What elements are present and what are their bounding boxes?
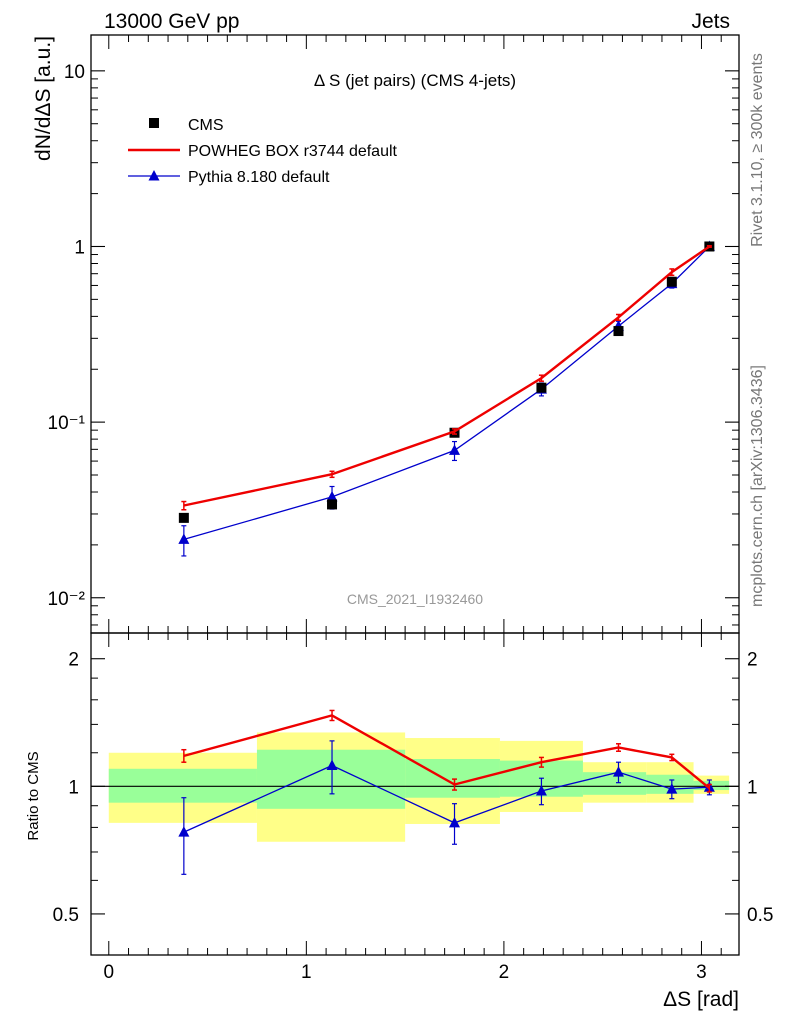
- ratio-pythia-point: [178, 826, 190, 837]
- main-axes: 10⁻² 10⁻¹ 1 10: [48, 35, 739, 633]
- process-label: Jets: [691, 10, 730, 33]
- legend-pythia-marker: [148, 170, 160, 181]
- main-panel: 10⁻² 10⁻¹ 1 10 Δ S (jet pairs) (CMS 4-jets)…: [32, 34, 740, 634]
- ratio-panel: 0 1 2 3 0.5 0.5 1 1 2 2 Ratio to CMS ΔS [rad]: [25, 632, 773, 1011]
- stat-uncertainty-band: [582, 772, 647, 795]
- source-label: mcplots.cern.ch [arXiv:1306.3436]: [749, 365, 766, 607]
- main-y-tick-label: 10⁻²: [48, 589, 86, 610]
- x-tick-label: 3: [696, 962, 707, 983]
- main-y-tick-label: 10: [64, 62, 85, 83]
- cms-data-point: [666, 276, 677, 287]
- x-axis-label: ΔS [rad]: [663, 988, 739, 1011]
- rivet-label: Rivet 3.1.10, ≥ 300k events: [749, 53, 766, 247]
- main-y-tick-label: 1: [74, 237, 85, 258]
- x-tick-label: 2: [499, 962, 510, 983]
- legend-pythia-label: Pythia 8.180 default: [188, 169, 330, 186]
- ratio-powheg-line: [183, 714, 711, 790]
- main-ylabel: dN/dΔS [a.u.]: [32, 36, 55, 161]
- ratio-data-marks: [91, 709, 739, 875]
- energy-label: 13000 GeV pp: [104, 10, 239, 33]
- cms-data-point: [178, 512, 189, 523]
- pythia-line: [183, 246, 710, 541]
- pythia-point: [178, 533, 190, 544]
- x-tick-label: 1: [301, 962, 312, 983]
- powheg-line: [183, 245, 711, 507]
- ratio-y-tick-label-right: 2: [747, 650, 758, 671]
- ratio-pythia-point: [449, 816, 461, 828]
- ratio-pythia-point: [326, 759, 338, 770]
- ratio-y-tick-label-left: 0.5: [53, 905, 79, 926]
- main-data-marks: [178, 240, 715, 557]
- analysis-label: CMS_2021_I1932460: [347, 591, 483, 607]
- legend: CMS POWHEG BOX r3744 default Pythia 8.180 …: [128, 117, 398, 186]
- ratio-panel-frame: [90, 632, 740, 956]
- main-y-tick-label: 10⁻¹: [48, 413, 86, 434]
- stat-uncertainty-band: [256, 749, 406, 809]
- cms-data-point: [327, 499, 338, 510]
- ratio-ylabel: Ratio to CMS: [25, 751, 42, 840]
- ratio-pythia-point: [666, 783, 678, 794]
- legend-powheg-label: POWHEG BOX r3744 default: [188, 143, 398, 160]
- pythia-point: [449, 444, 461, 455]
- ratio-axes: 0 1 2 3 0.5 0.5 1 1 2 2: [53, 633, 773, 983]
- x-tick-label: 0: [103, 962, 114, 983]
- ratio-y-tick-label-right: 1: [747, 777, 758, 798]
- ratio-y-tick-label-left: 2: [68, 650, 79, 671]
- pythia-point: [326, 490, 338, 502]
- cms-data-point: [613, 326, 624, 337]
- legend-cms-label: CMS: [188, 117, 224, 134]
- ratio-pythia-point: [612, 766, 624, 777]
- cms-data-point: [536, 382, 547, 393]
- legend-cms-swatch: [149, 118, 159, 128]
- ratio-y-tick-label-right: 0.5: [747, 905, 773, 926]
- ratio-y-tick-label-left: 1: [68, 777, 79, 798]
- main-title: Δ S (jet pairs) (CMS 4-jets): [314, 71, 516, 90]
- ratio-pythia-point: [535, 784, 547, 796]
